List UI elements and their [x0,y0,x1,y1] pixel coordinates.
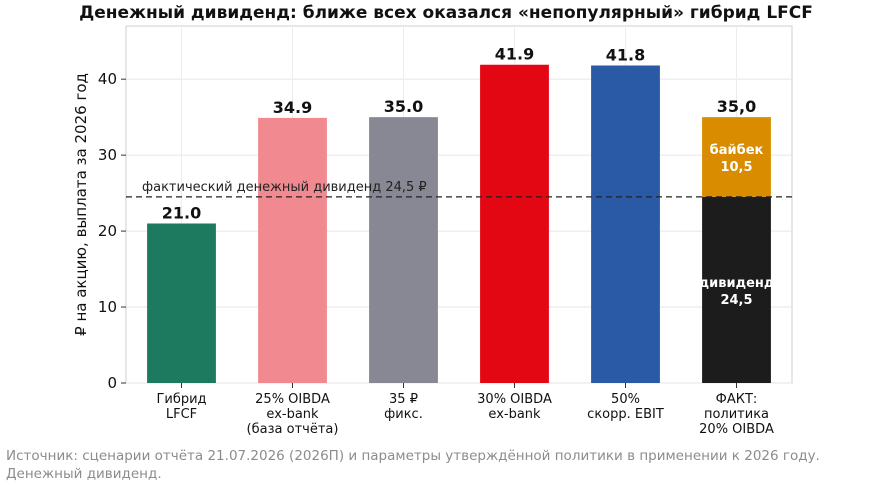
stacked-bar-segment [702,196,771,383]
segment-value-label: 24,5 [720,293,752,308]
source-note: Источник: сценарии отчёта 21.07.2026 (20… [6,447,886,483]
y-tick-label: 0 [107,374,117,392]
y-tick-label: 40 [98,70,117,88]
y-tick-label: 10 [98,298,117,316]
bar [147,223,216,383]
x-tick-label: Гибрид LFCF [156,392,206,422]
chart-title: Денежный дивиденд: ближе всех оказался «… [79,3,813,23]
bar-value-label: 35.0 [384,97,423,116]
bars: 21.0 34.9 35.0 41.9 41.8 дивиденд 24,5 байбек 10… [147,45,775,384]
y-axis-label: ₽ на акцию, выплата за 2026 год [72,73,90,336]
bar [591,65,660,384]
reference-line-group: фактический денежный дивиденд 24,5 ₽ [126,180,792,198]
bar-value-label: 21.0 [162,203,201,222]
x-tick-label: 25% OIBDA ex-bank (база отчёта) [247,392,339,437]
x-tick-label: 50% скорр. EBIT [587,392,664,422]
y-tick-label: 30 [98,146,117,164]
segment-label: дивиденд [699,276,775,291]
bar [258,117,327,383]
x-tick-label: ФАКТ: политика 20% OIBDA [699,392,774,437]
bar-value-label: 35,0 [717,97,756,116]
bar-value-label: 34.9 [273,98,312,117]
segment-label: байбек [710,143,764,158]
reference-line-label: фактический денежный дивиденд 24,5 ₽ [142,180,427,195]
y-tick-label: 20 [98,222,117,240]
y-axis-ticks: 0 10 20 30 40 [98,70,126,392]
source-line-2: Денежный дивиденд. [6,466,162,482]
bar-value-label: 41.9 [495,45,534,64]
stacked-bar-segment [702,117,771,197]
x-axis-ticks: Гибрид LFCF 25% OIBDA ex-bank (база отчёта) 3… [156,383,774,437]
segment-value-label: 10,5 [720,160,752,175]
bar [369,117,438,384]
plot-area [125,25,793,384]
x-tick-label: 30% OIBDA ex-bank [477,392,552,422]
bar-value-label: 41.8 [606,45,645,64]
bar [480,64,549,384]
source-line-1: Источник: сценарии отчёта 21.07.2026 (20… [6,448,820,464]
x-tick-label: 35 ₽ фикс. [384,392,423,422]
